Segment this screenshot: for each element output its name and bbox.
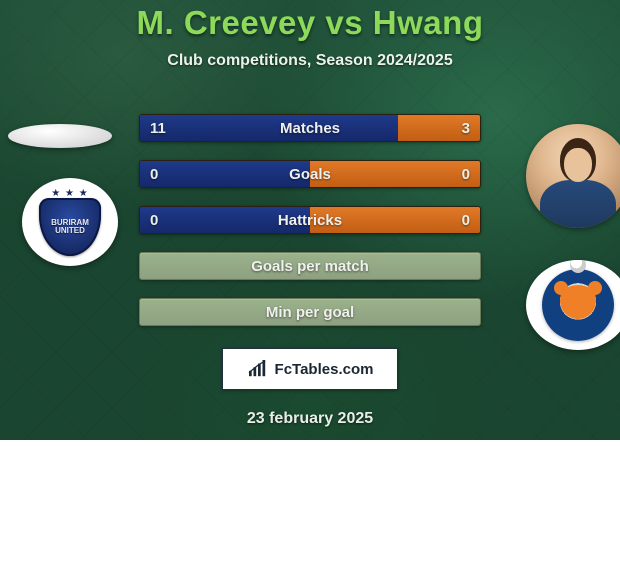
stat-bar-left-segment — [140, 207, 310, 233]
stat-bar: Goals00 — [139, 160, 481, 188]
brand-badge: FcTables.com — [222, 348, 398, 390]
page-title: M. Creevey vs Hwang — [0, 4, 620, 42]
stat-bar-right-segment — [310, 207, 480, 233]
date-label: 23 february 2025 — [0, 410, 620, 428]
stat-bar-label: Min per goal — [140, 299, 480, 325]
brand-text: FcTables.com — [275, 361, 374, 378]
stat-bar-left-segment — [140, 161, 310, 187]
stat-bar: Min per goal — [139, 298, 481, 326]
ulsan-crest-icon — [536, 265, 620, 345]
player-left-avatar — [8, 124, 112, 148]
stat-bar-right-segment — [310, 161, 480, 187]
stat-bar: Matches113 — [139, 114, 481, 142]
player-right-avatar — [526, 124, 620, 228]
comparison-card: M. Creevey vs Hwang Club competitions, S… — [0, 0, 620, 580]
stat-bar: Hattricks00 — [139, 206, 481, 234]
club-left-crest: ★ ★ ★ BURIRAM UNITED — [22, 178, 118, 266]
stat-bar: Goals per match — [139, 252, 481, 280]
bar-chart-icon — [247, 360, 269, 378]
stat-bars: Matches113 Goals00 Hattricks00 Goals per ma… — [139, 114, 481, 326]
stat-bar-right-segment — [398, 115, 480, 141]
stat-bar-left-segment — [140, 115, 398, 141]
stat-bar-label: Goals per match — [140, 253, 480, 279]
club-left-crest-text: BURIRAM UNITED — [39, 219, 101, 235]
subtitle: Club competitions, Season 2024/2025 — [0, 52, 620, 70]
buriram-crest-icon: ★ ★ ★ BURIRAM UNITED — [39, 188, 101, 256]
club-right-crest — [526, 260, 620, 350]
